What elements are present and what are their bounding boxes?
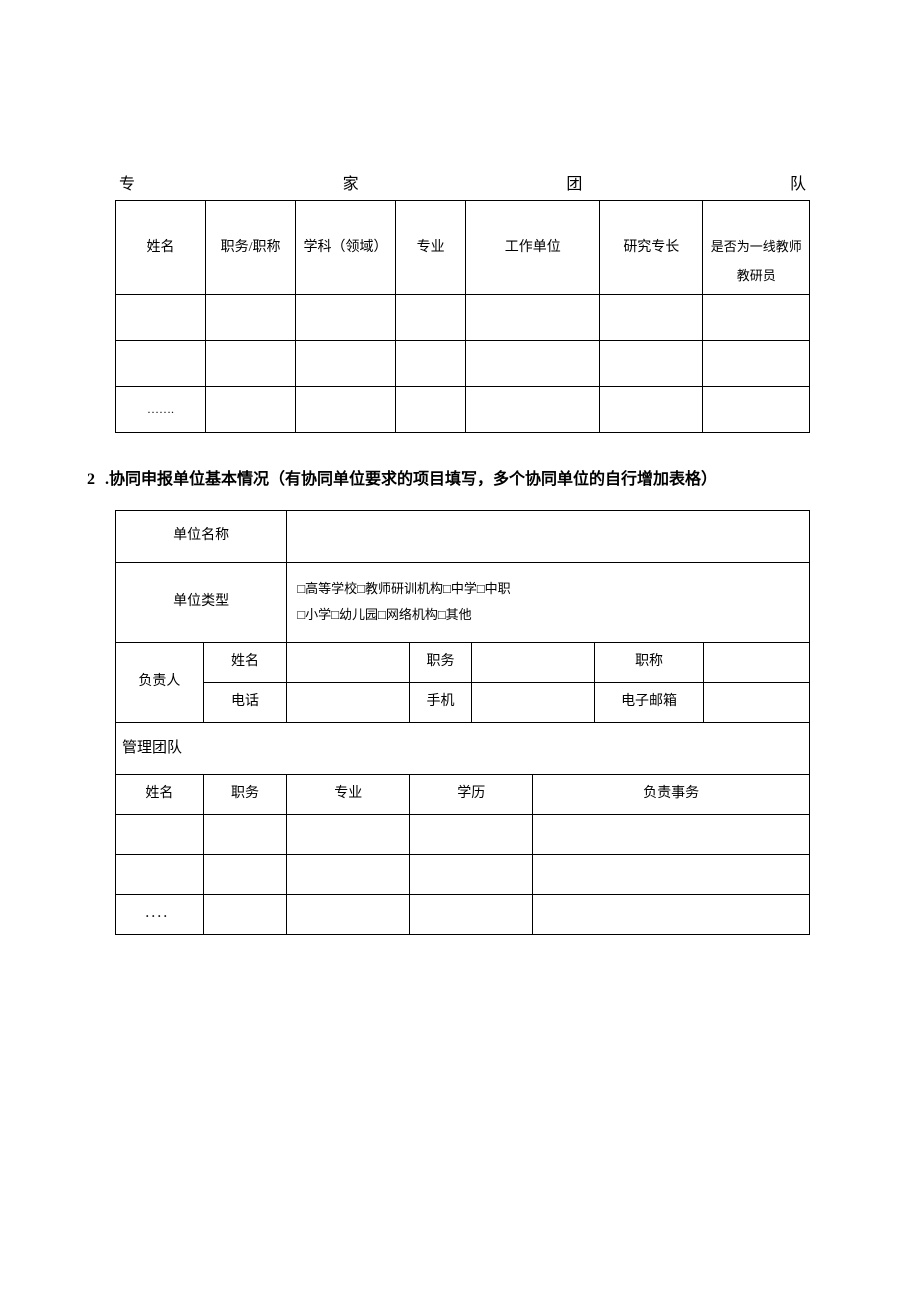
cell — [466, 341, 600, 387]
unit-type-label: 单位类型 — [116, 562, 287, 642]
mgmt-row: ．．．． — [116, 894, 810, 934]
unit-name-label: 单位名称 — [116, 510, 287, 562]
cell — [296, 387, 396, 433]
cell — [206, 295, 296, 341]
section-text: 协同申报单位基本情况（有协同单位要求的项目填写，多个协同单位的自行增加表格） — [109, 471, 717, 488]
mgmt-row — [116, 854, 810, 894]
cell — [116, 295, 206, 341]
leader-position-value — [471, 642, 594, 682]
cell-ellipsis: ……. — [116, 387, 206, 433]
cell — [203, 814, 286, 854]
table-row: ……. — [116, 387, 810, 433]
header-subject: 学科（领域） — [296, 201, 396, 295]
cell — [116, 341, 206, 387]
leader-row-1: 负责人 姓名 职务 职称 — [116, 642, 810, 682]
leader-position-label: 职务 — [410, 642, 471, 682]
title-char: 专 — [119, 170, 135, 194]
leader-title-label: 职称 — [594, 642, 704, 682]
cell-ellipsis: ．．．． — [116, 894, 204, 934]
mgmt-team-label: 管理团队 — [116, 722, 810, 774]
header-specialty: 研究专长 — [600, 201, 703, 295]
title-char: 队 — [790, 170, 806, 194]
cell — [395, 341, 465, 387]
leader-name-value — [287, 642, 410, 682]
unit-type-row: 单位类型 □高等学校□教师研训机构□中学□中职 □小学□幼儿园□网络机构□其他 — [116, 562, 810, 642]
cell — [296, 341, 396, 387]
expert-team-table: 姓名 职务/职称 学科（领域） 专业 工作单位 研究专长 是否为一线教师教研员 … — [115, 200, 810, 433]
leader-phone-label: 电话 — [203, 682, 286, 722]
cell — [116, 854, 204, 894]
title-char: 团 — [566, 170, 582, 194]
mgmt-header-row: 姓名 职务 专业 学历 负责事务 — [116, 774, 810, 814]
section-2-title: 2 .协同申报单位基本情况（有协同单位要求的项目填写，多个协同单位的自行增加表格… — [87, 461, 810, 499]
mgmt-header-major: 专业 — [287, 774, 410, 814]
unit-type-options: □高等学校□教师研训机构□中学□中职 □小学□幼儿园□网络机构□其他 — [287, 562, 810, 642]
cell — [287, 854, 410, 894]
cell — [410, 894, 533, 934]
cell — [203, 854, 286, 894]
section-number: 2 — [87, 471, 95, 488]
mgmt-header-name: 姓名 — [116, 774, 204, 814]
leader-email-label: 电子邮箱 — [594, 682, 704, 722]
expert-team-title: 专 家 团 队 — [115, 170, 810, 194]
header-frontline: 是否为一线教师教研员 — [703, 201, 810, 295]
unit-name-value — [287, 510, 810, 562]
leader-row-2: 电话 手机 电子邮箱 — [116, 682, 810, 722]
cell — [287, 814, 410, 854]
cell — [703, 387, 810, 433]
header-major: 专业 — [395, 201, 465, 295]
header-title: 职务/职称 — [206, 201, 296, 295]
mgmt-row — [116, 814, 810, 854]
unit-name-row: 单位名称 — [116, 510, 810, 562]
cell — [703, 341, 810, 387]
cell — [395, 295, 465, 341]
cell — [533, 814, 810, 854]
cell — [206, 387, 296, 433]
cell — [533, 854, 810, 894]
table-row — [116, 295, 810, 341]
title-char: 家 — [343, 170, 359, 194]
cell — [296, 295, 396, 341]
cell — [116, 814, 204, 854]
table-row — [116, 341, 810, 387]
leader-name-label: 姓名 — [203, 642, 286, 682]
cell — [410, 814, 533, 854]
cell — [600, 341, 703, 387]
cell — [466, 387, 600, 433]
section-dot: . — [101, 471, 109, 488]
leader-title-value — [704, 642, 810, 682]
cell — [395, 387, 465, 433]
type-line-2: □小学□幼儿园□网络机构□其他 — [297, 602, 807, 628]
unit-info-table: 单位名称 单位类型 □高等学校□教师研训机构□中学□中职 □小学□幼儿园□网络机… — [115, 510, 810, 935]
cell — [533, 894, 810, 934]
leader-mobile-label: 手机 — [410, 682, 471, 722]
cell — [600, 387, 703, 433]
mgmt-header-education: 学历 — [410, 774, 533, 814]
leader-email-value — [704, 682, 810, 722]
mgmt-header-position: 职务 — [203, 774, 286, 814]
mgmt-header-duty: 负责事务 — [533, 774, 810, 814]
cell — [410, 854, 533, 894]
cell — [466, 295, 600, 341]
leader-mobile-value — [471, 682, 594, 722]
cell — [703, 295, 810, 341]
mgmt-team-title-row: 管理团队 — [116, 722, 810, 774]
type-line-1: □高等学校□教师研训机构□中学□中职 — [297, 576, 807, 602]
cell — [600, 295, 703, 341]
header-name: 姓名 — [116, 201, 206, 295]
table-header-row: 姓名 职务/职称 学科（领域） 专业 工作单位 研究专长 是否为一线教师教研员 — [116, 201, 810, 295]
cell — [206, 341, 296, 387]
cell — [287, 894, 410, 934]
leader-phone-value — [287, 682, 410, 722]
leader-label: 负责人 — [116, 642, 204, 722]
cell — [203, 894, 286, 934]
header-workplace: 工作单位 — [466, 201, 600, 295]
